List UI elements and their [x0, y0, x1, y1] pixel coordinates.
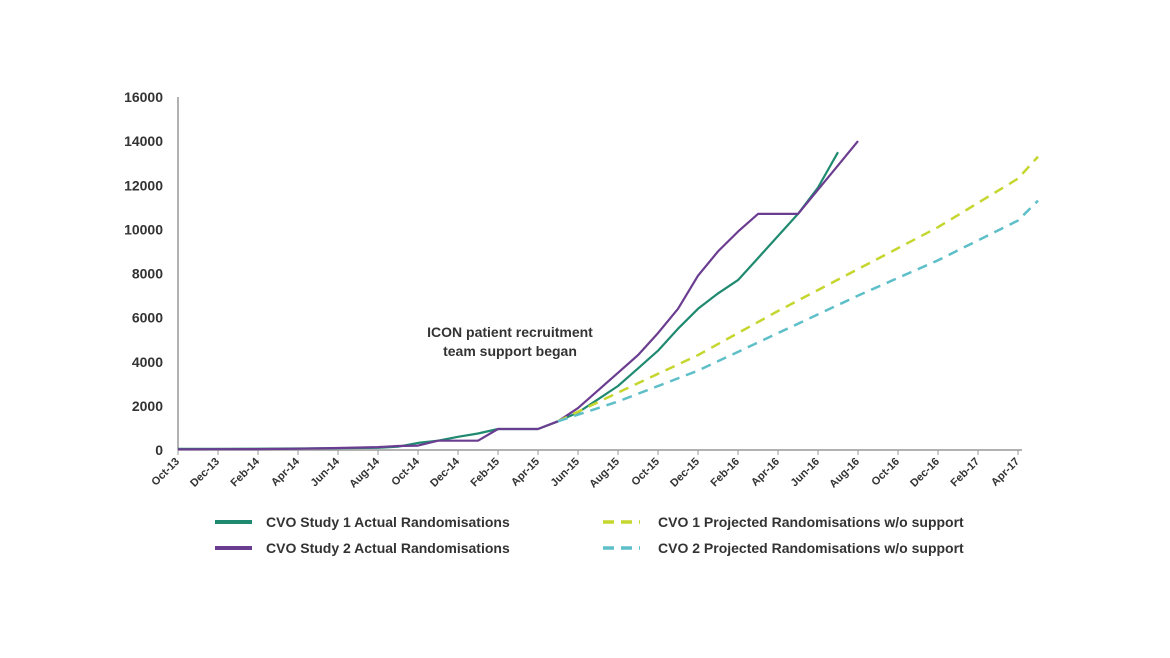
y-tick-label: 10000: [124, 221, 163, 237]
x-tick-label: Dec-13: [188, 456, 222, 490]
x-tick-label: Feb-15: [469, 456, 503, 490]
y-tick-label: 4000: [132, 354, 163, 370]
annotation-line-2: team support began: [443, 343, 577, 359]
x-tick-label: Oct-14: [389, 455, 422, 488]
x-tick-label: Dec-16: [908, 456, 942, 490]
legend-label-study-1: CVO Study 1 Actual Randomisations: [266, 514, 510, 530]
y-tick-labels: 0 2000 4000 6000 8000 10000 12000 14000 16000: [124, 89, 163, 458]
y-tick-label: 2000: [132, 398, 163, 414]
y-tick-label: 14000: [124, 133, 163, 149]
y-tick-label: 12000: [124, 177, 163, 193]
y-tick-label: 6000: [132, 310, 163, 326]
series-line-3: [557, 155, 1039, 423]
x-tick-label: Apr-16: [749, 456, 782, 489]
x-tick-label: Feb-16: [709, 456, 743, 490]
x-tick-label: Apr-14: [269, 455, 303, 489]
x-tick-label: Aug-15: [587, 456, 622, 491]
x-tick-label: Dec-15: [668, 456, 702, 490]
annotation-line-1: ICON patient recruitment: [427, 324, 593, 340]
x-tick-label: Oct-13: [149, 456, 182, 489]
legend-label-study-2: CVO Study 2 Actual Randomisations: [266, 540, 510, 556]
legend-label-projected-2: CVO 2 Projected Randomisations w/o suppo…: [658, 540, 964, 556]
x-tick-label: Apr-15: [509, 456, 542, 489]
series-lines: [177, 140, 1039, 451]
y-tick-label: 0: [155, 442, 163, 458]
x-tick-label: Feb-17: [949, 456, 983, 490]
series-line-1: [177, 151, 839, 450]
legend-label-projected-1: CVO 1 Projected Randomisations w/o suppo…: [658, 514, 964, 530]
chart-legend: CVO Study 1 Actual Randomisations CVO St…: [215, 514, 964, 556]
x-tick-label: Apr-17: [989, 456, 1022, 489]
series-line-4: [557, 199, 1039, 423]
x-tick-label: Jun-16: [789, 456, 823, 490]
y-tick-label: 16000: [124, 89, 163, 105]
chart-annotation: ICON patient recruitment team support be…: [427, 324, 593, 359]
x-tick-label: Aug-16: [827, 456, 862, 491]
chart-axes: [177, 97, 1022, 451]
x-tick-label: Oct-16: [869, 456, 902, 489]
y-tick-label: 8000: [132, 266, 163, 282]
x-tick-label: Feb-14: [229, 455, 263, 489]
x-tick-label: Dec-14: [428, 455, 463, 490]
x-tick-label: Oct-15: [629, 456, 662, 489]
x-tick-label: Jun-15: [549, 456, 583, 490]
x-tick-labels: Oct-13 Dec-13 Feb-14 Apr-14 Jun-14 Aug-14 Oct-…: [149, 450, 1022, 490]
series-line-2: [177, 140, 859, 451]
x-tick-label: Jun-14: [309, 455, 343, 489]
x-tick-label: Aug-14: [347, 455, 382, 490]
